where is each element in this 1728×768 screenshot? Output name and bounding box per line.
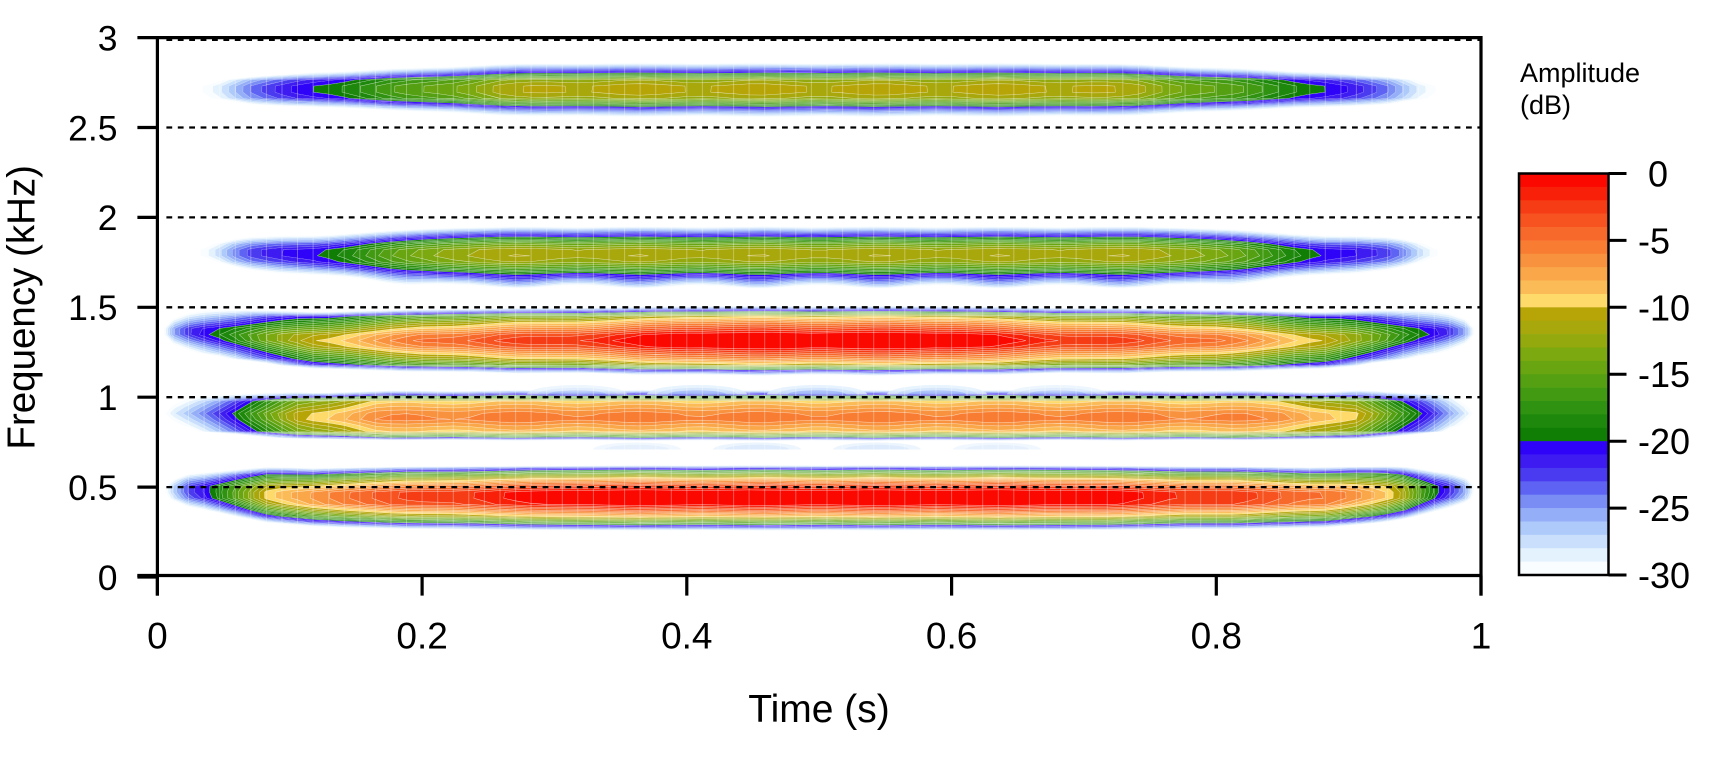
svg-text:1: 1 <box>98 378 118 418</box>
svg-text:-25: -25 <box>1638 488 1690 529</box>
svg-text:Time (s): Time (s) <box>748 688 890 731</box>
svg-text:0: 0 <box>98 558 118 598</box>
svg-text:2: 2 <box>98 198 118 238</box>
svg-text:-20: -20 <box>1638 421 1690 462</box>
svg-text:0: 0 <box>147 616 168 657</box>
svg-text:0.8: 0.8 <box>1191 616 1242 657</box>
svg-text:0.4: 0.4 <box>661 616 712 657</box>
svg-text:(dB): (dB) <box>1520 90 1571 120</box>
svg-text:1: 1 <box>1471 616 1492 657</box>
svg-text:-15: -15 <box>1638 354 1690 395</box>
svg-text:0.2: 0.2 <box>396 616 447 657</box>
svg-text:0.6: 0.6 <box>926 616 977 657</box>
svg-text:0.5: 0.5 <box>68 468 117 508</box>
svg-text:1.5: 1.5 <box>68 288 117 328</box>
svg-text:-5: -5 <box>1638 220 1670 261</box>
svg-text:0: 0 <box>1648 153 1668 194</box>
svg-text:Amplitude: Amplitude <box>1520 58 1640 88</box>
svg-text:Frequency (kHz): Frequency (kHz) <box>1 165 44 450</box>
svg-text:-30: -30 <box>1638 555 1690 596</box>
svg-text:-10: -10 <box>1638 287 1690 328</box>
svg-text:2.5: 2.5 <box>68 108 117 148</box>
svg-text:3: 3 <box>98 18 118 58</box>
